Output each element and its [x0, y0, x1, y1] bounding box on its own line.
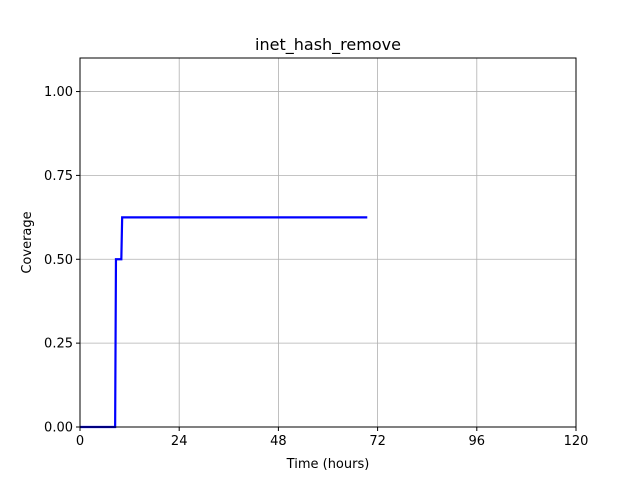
x-tick-label: 72: [369, 434, 386, 449]
y-tick-label: 0.75: [44, 169, 73, 184]
x-tick-label: 0: [76, 434, 84, 449]
x-tick-label: 120: [564, 434, 589, 449]
y-axis-ticks: 0.00 0.25 0.50 0.75 1.00: [44, 85, 80, 436]
plot-frame: [79, 57, 577, 428]
y-tick-label: 1.00: [44, 85, 73, 100]
y-tick-label: 0.50: [44, 253, 73, 268]
x-tick-label: 24: [171, 434, 188, 449]
y-tick-label: 0.25: [44, 337, 73, 352]
x-tick-label: 48: [270, 434, 287, 449]
x-axis-ticks: 0 24 48 72 96 120: [76, 427, 589, 449]
chart-title: inet_hash_remove: [255, 35, 401, 55]
x-tick-label: 96: [469, 434, 486, 449]
y-tick-label: 0.00: [44, 421, 73, 436]
x-axis-label: Time (hours): [286, 457, 370, 472]
y-axis-label: Coverage: [20, 211, 35, 273]
